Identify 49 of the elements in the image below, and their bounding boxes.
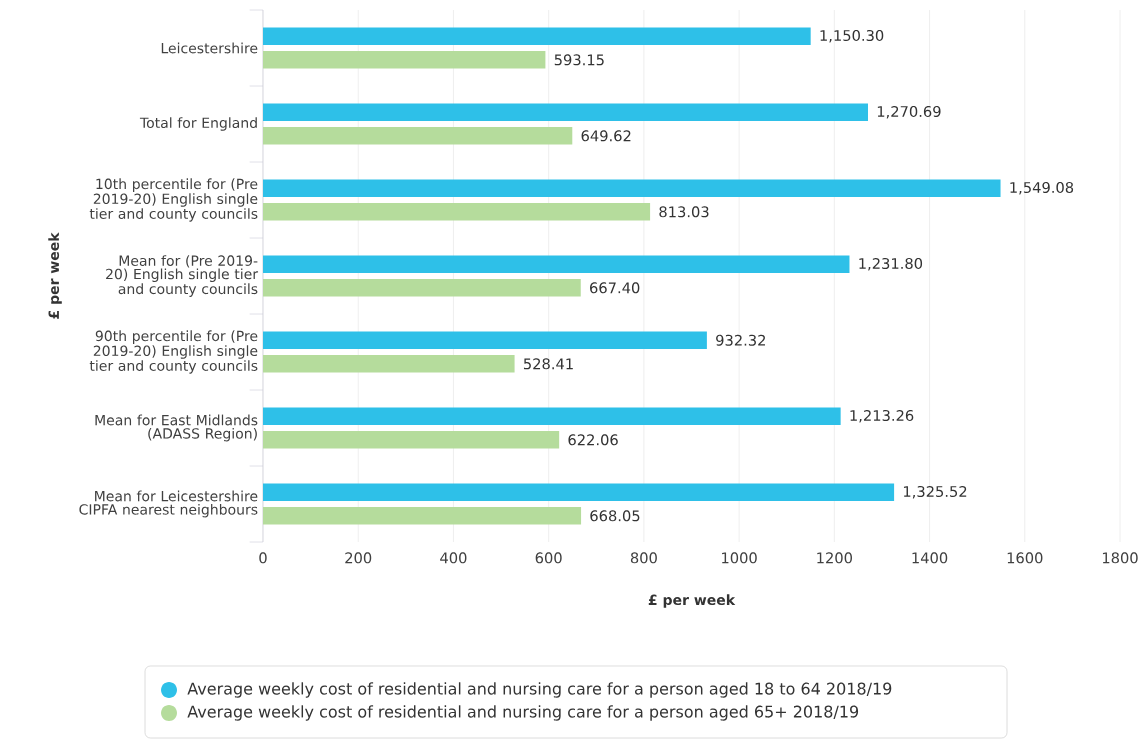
y-tick-label: 10th percentile for (Pre 2019-20) English single tier and county councils bbox=[89, 178, 258, 222]
data-label: 667.40 bbox=[590, 282, 640, 294]
data-label: 593.15 bbox=[554, 54, 604, 66]
data-label: 1,231.80 bbox=[859, 257, 923, 271]
bar bbox=[263, 179, 1001, 197]
data-label: 649.62 bbox=[581, 130, 631, 142]
y-axis-title: £ per week bbox=[48, 232, 62, 319]
x-tick-label: 800 bbox=[630, 552, 657, 564]
y-tick-label: Total for England bbox=[139, 117, 257, 131]
bar bbox=[263, 507, 582, 525]
data-label: 1,325.52 bbox=[903, 485, 967, 499]
bar bbox=[263, 483, 895, 501]
data-label: 1,549.08 bbox=[1010, 181, 1074, 195]
legend-label: Average weekly cost of residential and nursing care for a person aged 18 to 64 2018/19 bbox=[187, 682, 892, 698]
x-axis-title: £ per week bbox=[648, 594, 736, 608]
x-tick-label: 0 bbox=[259, 552, 267, 564]
bar bbox=[263, 127, 573, 145]
x-tick-label: 1800 bbox=[1102, 552, 1138, 564]
legend-label: Average weekly cost of residential and nursing care for a person aged 65+ 2018/19 bbox=[187, 705, 859, 721]
data-label: 528.41 bbox=[523, 358, 573, 370]
bar bbox=[263, 407, 841, 425]
x-tick-label: 600 bbox=[535, 552, 562, 564]
data-label: 1,150.30 bbox=[820, 29, 884, 43]
bar bbox=[263, 431, 560, 449]
bar bbox=[263, 279, 581, 297]
y-tick-label: Leicestershire bbox=[161, 42, 258, 54]
x-tick-label: 1000 bbox=[722, 552, 757, 564]
x-tick-label: 200 bbox=[345, 552, 372, 564]
data-label: 1,213.26 bbox=[850, 409, 914, 423]
bar bbox=[263, 255, 850, 273]
y-tick-label: Mean for (Pre 2019-20) English single tier and county councils bbox=[106, 255, 259, 297]
x-tick-label: 1600 bbox=[1007, 552, 1043, 564]
bar bbox=[263, 203, 651, 221]
bar bbox=[263, 103, 868, 121]
data-label: 622.06 bbox=[568, 434, 618, 446]
data-label: 1,270.69 bbox=[877, 105, 941, 119]
data-label: 668.05 bbox=[590, 510, 640, 522]
y-tick-label: Mean for Leicestershire CIPFA nearest neighbours bbox=[79, 490, 258, 518]
bar bbox=[263, 27, 811, 45]
data-label: 932.32 bbox=[716, 334, 765, 346]
y-tick-label: Mean for East Midlands (ADASS Region) bbox=[95, 414, 258, 442]
y-tick-label: 90th percentile for (Pre 2019-20) English single tier and county councils bbox=[89, 330, 258, 374]
data-label: 813.03 bbox=[659, 206, 709, 218]
bar bbox=[263, 331, 707, 349]
x-tick-label: 1400 bbox=[912, 552, 948, 564]
x-tick-label: 400 bbox=[440, 552, 467, 564]
bar bbox=[263, 51, 546, 69]
x-tick-label: 1200 bbox=[817, 552, 852, 564]
bar bbox=[263, 355, 515, 373]
